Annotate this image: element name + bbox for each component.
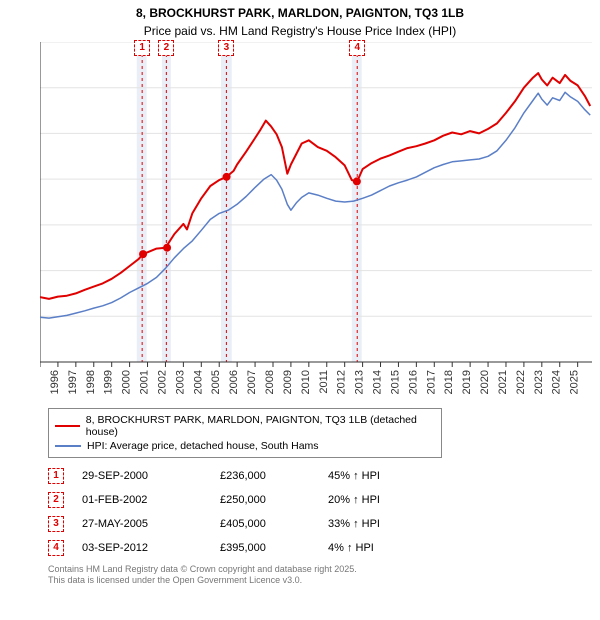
- sale-price: £236,000: [220, 470, 310, 482]
- sale-diff: 20% ↑ HPI: [328, 494, 418, 506]
- svg-text:2020: 2020: [479, 370, 491, 394]
- svg-text:2021: 2021: [497, 370, 509, 394]
- sale-row: 2 01-FEB-2002 £250,000 20% ↑ HPI: [48, 488, 590, 512]
- legend-item: HPI: Average price, detached house, Sout…: [55, 439, 435, 453]
- svg-text:2014: 2014: [372, 370, 384, 394]
- callout-marker: 3: [218, 40, 234, 56]
- sale-row: 4 03-SEP-2012 £395,000 4% ↑ HPI: [48, 536, 590, 560]
- sale-marker-icon: 4: [48, 540, 64, 556]
- sales-table: 1 29-SEP-2000 £236,000 45% ↑ HPI 2 01-FEB-200…: [48, 464, 590, 560]
- svg-text:2022: 2022: [515, 370, 527, 394]
- svg-text:2001: 2001: [139, 370, 151, 394]
- svg-text:2005: 2005: [210, 370, 222, 394]
- svg-text:2002: 2002: [156, 370, 168, 394]
- svg-text:2023: 2023: [533, 370, 545, 394]
- sale-diff: 4% ↑ HPI: [328, 542, 418, 554]
- chart-svg: £0K£100K£200K£300K£400K£500K£600K£700K19…: [40, 42, 592, 402]
- chart: £0K£100K£200K£300K£400K£500K£600K£700K19…: [40, 42, 592, 402]
- svg-text:2011: 2011: [318, 370, 330, 394]
- sale-date: 01-FEB-2002: [82, 494, 202, 506]
- sale-price: £405,000: [220, 518, 310, 530]
- svg-text:1998: 1998: [85, 370, 97, 394]
- svg-text:2009: 2009: [282, 370, 294, 394]
- footnote: Contains HM Land Registry data © Crown c…: [48, 564, 590, 587]
- sale-diff: 45% ↑ HPI: [328, 470, 418, 482]
- svg-text:2015: 2015: [389, 370, 401, 394]
- sale-marker-icon: 2: [48, 492, 64, 508]
- callout-marker: 4: [349, 40, 365, 56]
- svg-text:1996: 1996: [49, 370, 61, 394]
- svg-text:2012: 2012: [336, 370, 348, 394]
- svg-text:2007: 2007: [246, 370, 258, 394]
- svg-text:1997: 1997: [67, 370, 79, 394]
- svg-text:2024: 2024: [551, 370, 563, 394]
- svg-text:2018: 2018: [443, 370, 455, 394]
- legend-label: HPI: Average price, detached house, Sout…: [87, 440, 319, 452]
- svg-text:2000: 2000: [121, 370, 133, 394]
- legend-item: 8, BROCKHURST PARK, MARLDON, PAIGNTON, T…: [55, 413, 435, 439]
- legend-swatch: [55, 445, 81, 447]
- svg-text:2010: 2010: [300, 370, 312, 394]
- sale-price: £250,000: [220, 494, 310, 506]
- svg-text:2016: 2016: [407, 370, 419, 394]
- sale-diff: 33% ↑ HPI: [328, 518, 418, 530]
- svg-text:1995: 1995: [40, 370, 43, 394]
- svg-text:2008: 2008: [264, 370, 276, 394]
- legend: 8, BROCKHURST PARK, MARLDON, PAIGNTON, T…: [48, 408, 442, 458]
- chart-subtitle: Price paid vs. HM Land Registry's House …: [0, 24, 600, 42]
- sale-row: 3 27-MAY-2005 £405,000 33% ↑ HPI: [48, 512, 590, 536]
- sale-date: 27-MAY-2005: [82, 518, 202, 530]
- svg-text:2025: 2025: [569, 370, 581, 394]
- legend-swatch: [55, 425, 80, 427]
- sale-row: 1 29-SEP-2000 £236,000 45% ↑ HPI: [48, 464, 590, 488]
- sale-marker-icon: 1: [48, 468, 64, 484]
- callout-marker: 1: [134, 40, 150, 56]
- svg-text:2003: 2003: [174, 370, 186, 394]
- legend-label: 8, BROCKHURST PARK, MARLDON, PAIGNTON, T…: [86, 414, 435, 438]
- chart-title: 8, BROCKHURST PARK, MARLDON, PAIGNTON, T…: [0, 0, 600, 24]
- sale-marker-icon: 3: [48, 516, 64, 532]
- sale-date: 03-SEP-2012: [82, 542, 202, 554]
- sale-price: £395,000: [220, 542, 310, 554]
- svg-text:2013: 2013: [354, 370, 366, 394]
- sale-date: 29-SEP-2000: [82, 470, 202, 482]
- svg-text:2019: 2019: [461, 370, 473, 394]
- footnote-line: Contains HM Land Registry data © Crown c…: [48, 564, 590, 576]
- callout-marker: 2: [158, 40, 174, 56]
- svg-text:2006: 2006: [228, 370, 240, 394]
- svg-text:2017: 2017: [425, 370, 437, 394]
- footnote-line: This data is licensed under the Open Gov…: [48, 575, 590, 587]
- svg-text:1999: 1999: [103, 370, 115, 394]
- svg-text:2004: 2004: [192, 370, 204, 394]
